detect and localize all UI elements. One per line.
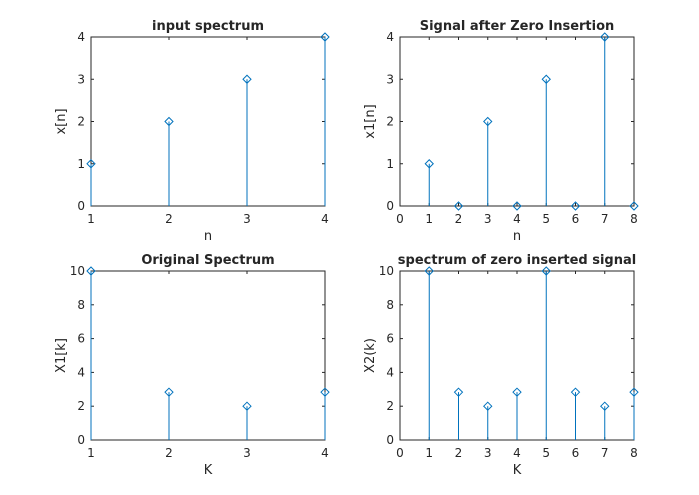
y-tick-label: 3 [77,72,85,86]
x-axis-label: n [204,229,212,244]
y-tick-label: 8 [77,298,85,312]
x-tick-label: 6 [572,446,580,460]
y-tick-label: 3 [386,72,394,86]
y-axis-label: x[n] [54,108,69,134]
x-tick-label: 3 [484,212,492,226]
x-tick-label: 7 [601,446,609,460]
x-tick-label: 4 [513,212,521,226]
stem-marker [629,201,639,211]
y-tick-label: 2 [77,399,85,413]
x-tick-label: 2 [165,446,173,460]
stem-marker [512,201,522,211]
x-tick-label: 8 [630,446,638,460]
stem-marker [541,74,551,84]
x-tick-label: 4 [321,446,329,460]
stem-marker [424,159,434,169]
x-axis-label: n [513,229,521,244]
x-tick-label: 0 [396,212,404,226]
x-tick-label: 7 [601,212,609,226]
x-tick-label: 4 [513,446,521,460]
x-tick-label: 3 [243,212,251,226]
y-tick-label: 0 [77,199,85,213]
stem-marker [600,32,610,42]
x-tick-label: 1 [425,446,433,460]
x-tick-label: 8 [630,212,638,226]
stem-marker [320,387,330,397]
stem-marker [86,266,96,276]
stem-marker [629,387,639,397]
y-tick-label: 8 [386,298,394,312]
stem-marker [86,159,96,169]
stem-marker [164,387,174,397]
stem-marker [424,266,434,276]
x-tick-label: 5 [542,446,550,460]
y-tick-label: 1 [77,157,85,171]
stem-marker [164,116,174,127]
stem-marker [242,401,252,411]
axes-box [399,36,635,207]
x-axis-label: K [513,463,522,478]
y-tick-label: 0 [386,433,394,447]
y-tick-label: 4 [77,30,85,44]
axes-box [90,36,326,207]
x-tick-label: 0 [396,446,404,460]
stem-marker [541,266,551,276]
y-tick-label: 6 [386,332,394,346]
x-tick-label: 4 [321,212,329,226]
subplot-2: 0 1 2 3 4 5 6 7 8 0 1 2 3 4 Signal after Zero Insertio… [363,19,639,244]
x-tick-label: 2 [165,212,173,226]
stem-marker [320,32,330,42]
x-tick-label: 2 [455,212,463,226]
y-tick-label: 6 [77,332,85,346]
y-tick-label: 2 [77,115,85,129]
stem-marker [570,201,581,211]
y-tick-label: 2 [386,399,394,413]
y-tick-label: 4 [77,365,85,379]
subplot-4: 0 1 2 3 4 5 6 7 8 0 2 4 6 8 10 spectrum of zero inserte… [363,253,639,478]
stem-marker [453,387,464,397]
stem-marker [570,387,581,397]
x-tick-label: 6 [572,212,580,226]
y-tick-label: 1 [386,157,394,171]
axes-box [90,270,326,441]
stem-marker [242,74,252,84]
y-tick-label: 10 [70,264,85,278]
x-tick-label: 1 [425,212,433,226]
x-tick-label: 1 [87,446,95,460]
y-axis-label: x1[n] [363,104,378,138]
subplot-3: 1 2 3 4 0 2 4 6 8 10 Original Spectrum K X1[k] [54,253,330,478]
chart-title: Original Spectrum [141,253,274,268]
chart-title: Signal after Zero Insertion [420,19,615,34]
x-tick-label: 3 [484,446,492,460]
y-axis-label: X1[k] [54,338,69,373]
x-tick-label: 2 [455,446,463,460]
y-tick-label: 4 [386,30,394,44]
y-tick-label: 10 [379,264,394,278]
y-tick-label: 0 [386,199,394,213]
x-tick-label: 5 [542,212,550,226]
chart-title: spectrum of zero inserted signal [398,253,636,268]
x-axis-label: K [204,463,213,478]
stem-marker [453,201,464,211]
y-tick-label: 0 [77,433,85,447]
stem-marker [483,116,493,127]
chart-title: input spectrum [152,19,264,34]
y-axis-label: X2(k) [363,338,378,373]
stem-marker [512,387,522,397]
stem-marker [483,401,493,411]
x-tick-label: 3 [243,446,251,460]
y-tick-label: 2 [386,115,394,129]
y-tick-label: 4 [386,365,394,379]
x-tick-label: 1 [87,212,95,226]
stem-marker [600,401,610,411]
